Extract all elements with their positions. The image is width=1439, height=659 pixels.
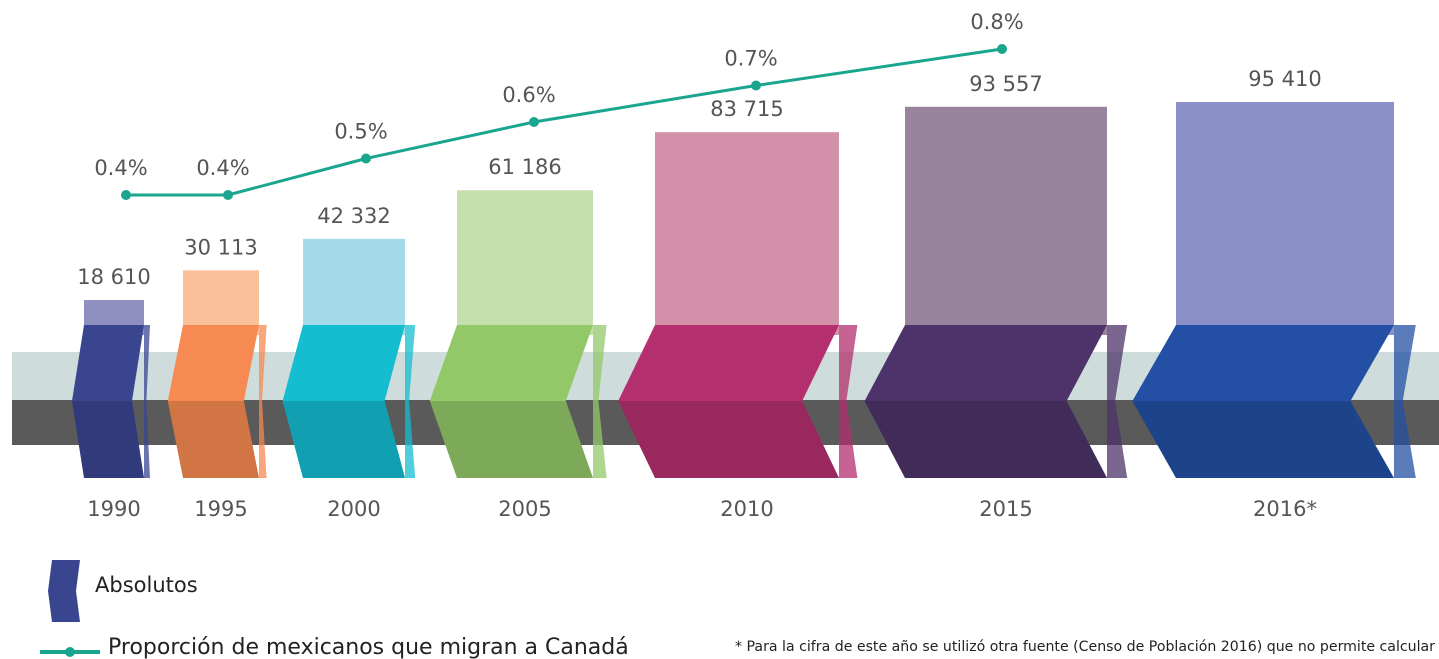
bar (905, 106, 1107, 335)
ribbon-shade (282, 401, 405, 478)
bar (183, 270, 259, 335)
legend: Absolutos Proporción de mexicanos que mi… (40, 560, 629, 659)
value-label: 18 610 (77, 265, 150, 289)
value-label: 83 715 (710, 97, 783, 121)
ribbon-shade (167, 401, 259, 478)
ribbon-bottom (429, 401, 593, 478)
legend-bar-icon (48, 560, 80, 622)
value-label: 61 186 (488, 155, 561, 179)
value-label: 0.4% (196, 156, 249, 180)
x-tick-label: 2015 (979, 497, 1032, 521)
ribbon-side (1107, 325, 1128, 478)
value-label: 30 113 (184, 235, 257, 259)
value-label: 0.5% (334, 120, 387, 144)
line-marker (361, 153, 371, 164)
bar (655, 132, 839, 335)
ribbon-bottom (864, 401, 1107, 478)
legend-line-marker (65, 647, 75, 657)
ribbon-top (282, 325, 405, 401)
x-tick-label: 2016* (1253, 497, 1317, 521)
ribbon-top (864, 325, 1107, 401)
ribbon-side (1394, 325, 1416, 478)
value-label: 93 557 (969, 72, 1042, 96)
ribbon-top (72, 325, 144, 401)
ribbon-top (167, 325, 259, 401)
x-tick-label: 1995 (194, 497, 247, 521)
footnote: * Para la cifra de este año se utilizó o… (735, 639, 1435, 655)
ribbon-bottom (72, 401, 144, 478)
ribbon-side (839, 325, 858, 478)
x-tick-label: 1990 (87, 497, 140, 521)
x-tick-label: 2010 (720, 497, 773, 521)
ribbon-shade (72, 401, 144, 478)
line-marker (997, 44, 1007, 54)
value-label: 95 410 (1248, 67, 1321, 91)
line-marker (121, 190, 131, 200)
value-label: 0.8% (970, 10, 1023, 34)
line-marker (529, 117, 539, 127)
ribbon-side (593, 325, 607, 478)
ribbon-side (144, 325, 150, 478)
ribbon-bottom (618, 401, 839, 478)
bar (303, 238, 405, 335)
ribbon-shade (864, 401, 1107, 478)
ribbon-top (429, 325, 593, 401)
ribbon-top (1132, 325, 1394, 401)
bar (457, 190, 593, 335)
value-label: 0.6% (502, 83, 555, 107)
line (126, 47, 1003, 197)
ribbon-bottom (167, 401, 259, 478)
ribbon-bottom (1132, 401, 1394, 478)
ribbon-bottom (282, 401, 405, 478)
x-tick-label: 2005 (498, 497, 551, 521)
ribbon-top (618, 325, 839, 401)
ribbon-shade (429, 401, 593, 478)
line-marker (223, 190, 233, 200)
bar (1176, 102, 1394, 335)
ribbon-shade (618, 401, 839, 478)
line-marker (751, 80, 761, 91)
value-label: 0.4% (94, 156, 147, 180)
ribbon-shade (1132, 401, 1394, 478)
legend-label: Absolutos (95, 573, 198, 597)
value-label: 0.7% (724, 47, 777, 71)
x-tick-label: 2000 (327, 497, 380, 521)
value-label: 42 332 (317, 204, 390, 228)
ribbon-side (259, 325, 267, 478)
legend-label: Proporción de mexicanos que migran a Can… (108, 635, 629, 659)
ribbon-side (405, 325, 416, 478)
